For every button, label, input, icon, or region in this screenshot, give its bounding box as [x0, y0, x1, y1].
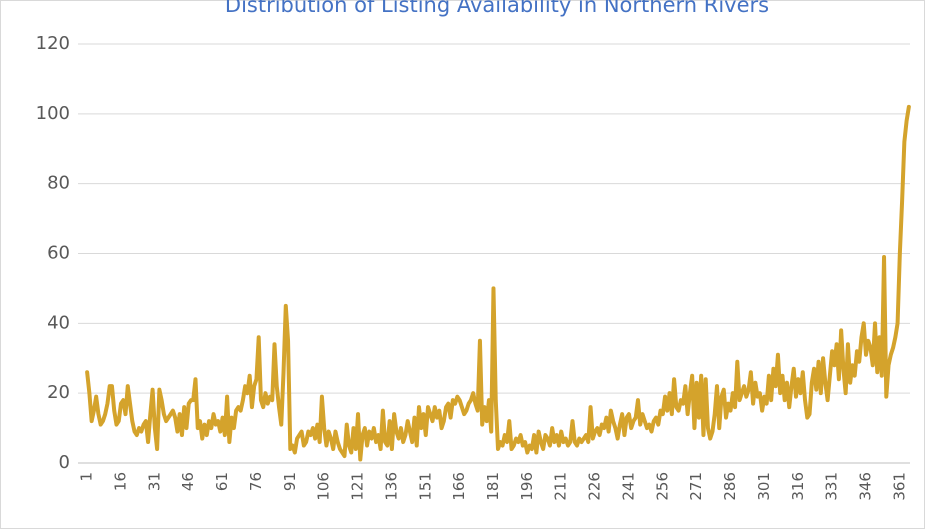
x-tick-label: 286	[721, 472, 739, 501]
x-tick-label: 31	[145, 472, 163, 491]
x-tick-label: 61	[213, 472, 231, 491]
x-tick-label: 316	[789, 472, 807, 501]
x-tick-label: 226	[586, 472, 604, 501]
x-tick-label: 196	[518, 472, 536, 501]
x-tick-label: 136	[382, 472, 400, 501]
x-tick-label: 46	[179, 472, 197, 491]
x-tick-label: 76	[247, 472, 265, 491]
y-tick-label: 120	[36, 33, 70, 54]
x-tick-label: 121	[349, 472, 367, 501]
y-tick-label: 60	[47, 243, 70, 264]
data-line	[85, 104, 911, 462]
x-tick-label: 106	[315, 472, 333, 501]
x-tick-label: 271	[687, 472, 705, 501]
x-tick-label: 301	[755, 472, 773, 501]
chart-title: Distribution of Listing Availability in …	[225, 0, 769, 17]
x-tick-label: 331	[823, 472, 841, 501]
x-tick-label: 211	[552, 472, 570, 501]
x-tick-label: 16	[111, 472, 129, 491]
x-tick-label: 166	[450, 472, 468, 501]
x-tick-label: 91	[281, 472, 299, 491]
x-tick-label: 256	[653, 472, 671, 501]
x-tick-label: 346	[856, 472, 874, 501]
x-tick-label: 361	[890, 472, 908, 501]
x-tick-label: 1	[78, 472, 96, 482]
x-tick-label: 241	[619, 472, 637, 501]
y-tick-label: 0	[59, 452, 70, 473]
y-tick-label: 80	[47, 173, 70, 194]
x-tick-label: 181	[484, 472, 502, 501]
y-tick-label: 40	[47, 312, 70, 333]
y-tick-label: 20	[47, 382, 70, 403]
y-tick-label: 100	[36, 103, 70, 124]
x-tick-label: 151	[416, 472, 434, 501]
